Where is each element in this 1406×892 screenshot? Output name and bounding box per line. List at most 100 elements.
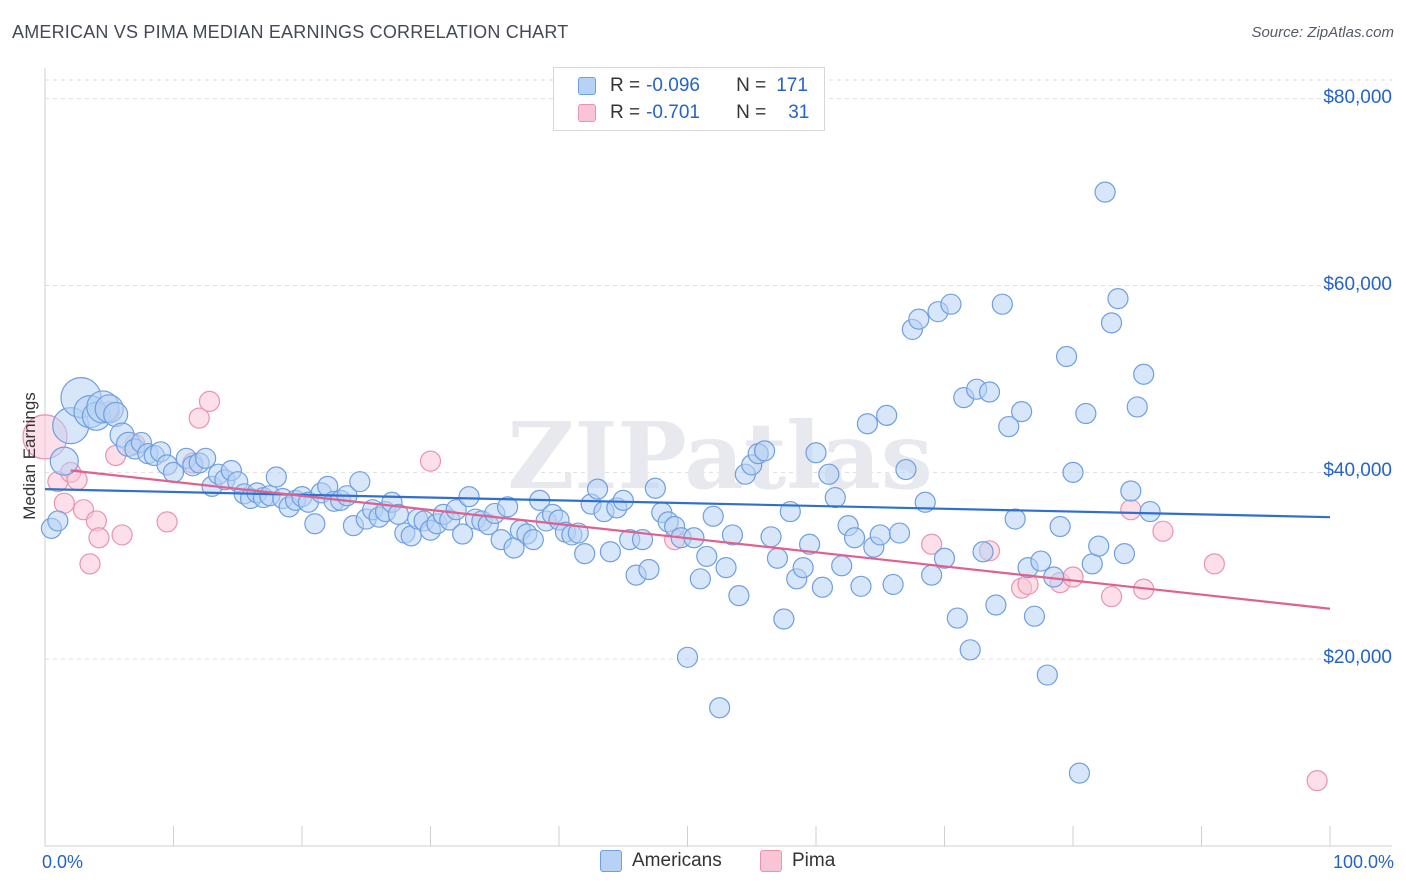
americans-point bbox=[760, 526, 782, 548]
americans-point bbox=[972, 541, 994, 563]
americans-point bbox=[715, 557, 737, 579]
americans-point bbox=[599, 541, 622, 563]
americans-point bbox=[195, 447, 217, 469]
pima-point bbox=[1100, 585, 1123, 608]
pima-point bbox=[188, 407, 210, 429]
americans-point bbox=[689, 568, 711, 590]
pima-point bbox=[111, 524, 133, 546]
americans-point bbox=[586, 478, 609, 500]
pima-point bbox=[88, 527, 110, 549]
y-tick-label: $20,000 bbox=[1323, 647, 1392, 669]
chart-source: Source: ZipAtlas.com bbox=[1251, 24, 1394, 41]
pima-trend-line bbox=[70, 469, 1331, 610]
pima-point bbox=[1152, 520, 1174, 542]
pima-point bbox=[419, 450, 442, 472]
americans-point bbox=[888, 522, 911, 544]
americans-point bbox=[921, 564, 943, 586]
americans-point bbox=[265, 466, 287, 488]
americans-point bbox=[445, 499, 467, 521]
americans-point bbox=[522, 528, 544, 551]
americans-point bbox=[612, 489, 634, 511]
americans-point bbox=[696, 545, 718, 568]
americans-point bbox=[940, 293, 962, 315]
americans-point bbox=[1062, 461, 1084, 483]
americans-point bbox=[304, 513, 326, 535]
americans-point bbox=[638, 558, 660, 581]
americans-point bbox=[1107, 287, 1129, 310]
americans-point bbox=[1055, 345, 1078, 368]
r-value: -0.096 bbox=[646, 75, 700, 96]
series-legend: Americans Pima bbox=[0, 850, 1406, 878]
americans-point bbox=[1088, 535, 1110, 557]
americans-point bbox=[1004, 508, 1026, 530]
legend-item-americans[interactable]: Americans bbox=[600, 850, 722, 872]
n-value: 171 bbox=[776, 75, 808, 96]
americans-point bbox=[753, 440, 776, 462]
americans-point bbox=[895, 458, 917, 481]
pima-points bbox=[22, 390, 1328, 792]
americans-point bbox=[933, 547, 956, 569]
r-label: R = bbox=[610, 102, 641, 123]
americans-point bbox=[458, 486, 480, 508]
americans-point bbox=[567, 522, 589, 544]
americans-point bbox=[1023, 605, 1046, 627]
americans-points bbox=[40, 181, 1161, 784]
americans-point bbox=[882, 573, 904, 596]
americans-point bbox=[773, 608, 795, 630]
n-label: N = bbox=[736, 75, 767, 96]
americans-point bbox=[908, 308, 930, 330]
americans-point bbox=[831, 555, 853, 577]
stats-legend: R = -0.096 N = 171 R = -0.701 N = 31 bbox=[553, 67, 825, 131]
x-tick-label-max: 100.0% bbox=[1332, 852, 1394, 872]
pima-point bbox=[1203, 553, 1225, 575]
chart-title: AMERICAN VS PIMA MEDIAN EARNINGS CORRELA… bbox=[12, 22, 569, 42]
americans-point bbox=[1100, 312, 1123, 334]
americans-point bbox=[1139, 500, 1161, 523]
americans-point bbox=[497, 496, 519, 518]
americans-trend-line bbox=[44, 488, 1331, 519]
americans-point bbox=[876, 404, 898, 426]
pima-point bbox=[198, 390, 221, 412]
americans-point bbox=[978, 381, 1001, 403]
pima-point bbox=[156, 511, 178, 533]
n-label: N = bbox=[736, 102, 767, 123]
americans-point bbox=[1120, 480, 1142, 502]
americans-point bbox=[728, 585, 750, 607]
x-tick-label-min: 0.0% bbox=[42, 852, 84, 872]
americans-point bbox=[1133, 363, 1155, 385]
americans-swatch bbox=[578, 77, 596, 95]
americans-point bbox=[47, 510, 69, 532]
americans-point bbox=[985, 594, 1007, 616]
trend-lines bbox=[44, 469, 1331, 610]
americans-point bbox=[850, 575, 872, 597]
americans-point bbox=[1113, 543, 1136, 565]
americans-point bbox=[792, 557, 814, 579]
americans-point bbox=[49, 446, 79, 476]
americans-point bbox=[349, 471, 371, 493]
americans-point bbox=[709, 697, 731, 719]
stats-row-pima: R = -0.701 N = 31 bbox=[578, 100, 809, 126]
americans-point bbox=[574, 543, 596, 565]
americans-point bbox=[1049, 515, 1071, 538]
stats-row-americans: R = -0.096 N = 171 bbox=[578, 73, 808, 99]
americans-point bbox=[1036, 664, 1058, 686]
legend-item-pima[interactable]: Pima bbox=[760, 850, 835, 872]
americans-point bbox=[1030, 550, 1052, 572]
americans-point bbox=[991, 293, 1013, 315]
americans-point bbox=[1081, 553, 1103, 575]
americans-point bbox=[798, 533, 821, 555]
pima-point bbox=[1306, 770, 1328, 792]
americans-point bbox=[856, 413, 879, 435]
pima-swatch bbox=[578, 104, 596, 122]
pima-point bbox=[79, 553, 101, 575]
americans-point bbox=[676, 646, 699, 668]
legend-label-pima: Pima bbox=[792, 850, 836, 871]
americans-point bbox=[959, 639, 981, 661]
r-value: -0.701 bbox=[646, 102, 700, 123]
r-label: R = bbox=[610, 75, 641, 96]
americans-point bbox=[811, 576, 834, 598]
americans-point bbox=[1010, 401, 1033, 423]
n-value: 31 bbox=[788, 102, 810, 123]
pima-swatch bbox=[760, 850, 782, 872]
pima-point bbox=[1062, 566, 1084, 588]
